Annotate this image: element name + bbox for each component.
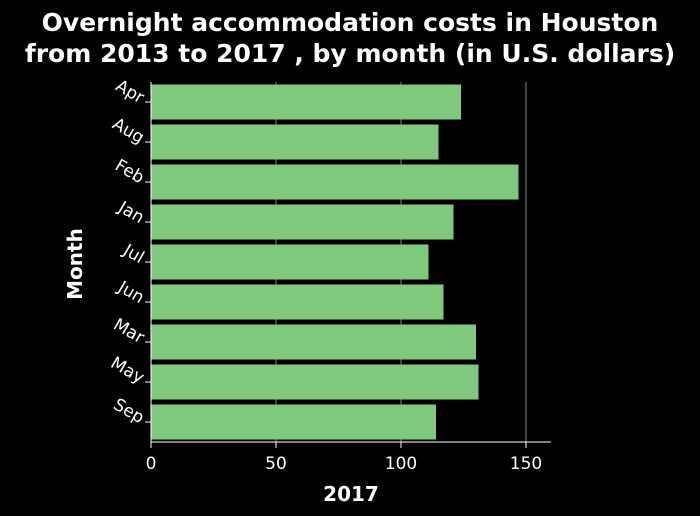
y-tick-label-jun: Jun: [114, 277, 148, 308]
bar-sep: [151, 404, 436, 440]
y-tick-label-mar: Mar: [110, 315, 148, 348]
y-tick-label-aug: Aug: [109, 114, 148, 148]
y-tick-label-apr: Apr: [112, 76, 147, 108]
y-tick-label-sep: Sep: [110, 395, 148, 428]
bar-jul: [151, 244, 429, 280]
bar-feb: [151, 164, 519, 200]
x-axis-title: 2017: [323, 482, 379, 506]
y-tick-label-may: May: [107, 353, 147, 388]
y-axis-title: Month: [63, 228, 87, 300]
x-tick-label-2: 100: [385, 454, 417, 474]
bar-mar: [151, 324, 476, 360]
bar-may: [151, 364, 479, 400]
chart-title-line-2: from 2013 to 2017 , by month (in U.S. do…: [25, 39, 675, 68]
y-tick-label-jan: Jan: [114, 197, 148, 228]
y-tick-label-feb: Feb: [111, 156, 147, 188]
bar-apr: [151, 84, 461, 120]
bar-jan: [151, 204, 454, 240]
x-tick-label-1: 50: [265, 454, 287, 474]
bar-jun: [151, 284, 444, 320]
chart-title-line-1: Overnight accommodation costs in Houston: [42, 8, 659, 37]
bar-aug: [151, 124, 439, 160]
y-tick-label-jul: Jul: [119, 240, 148, 268]
x-tick-label-3: 150: [510, 454, 542, 474]
bar-layer: [151, 84, 519, 440]
axis-layer: 0 50 100 150 Apr Aug Feb Jan Jul Jun Mar May Sep: [107, 76, 551, 474]
x-tick-label-0: 0: [146, 454, 157, 474]
